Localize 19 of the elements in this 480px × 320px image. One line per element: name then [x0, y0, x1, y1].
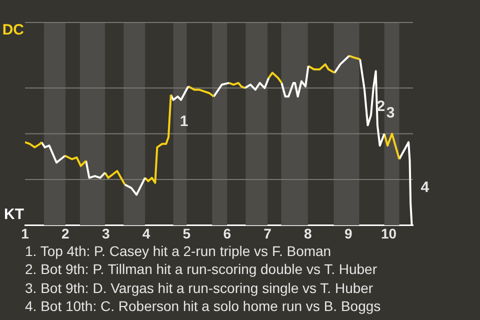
annotation: 3 — [386, 104, 395, 122]
annotation: 1 — [180, 113, 188, 130]
text: 4. Bot 10th: C. Roberson hit a solo home run vs B. Boggs — [25, 296, 381, 316]
x-tick-label: 1 — [21, 225, 30, 242]
x-tick-label: 8 — [304, 225, 312, 242]
text: DC — [2, 22, 24, 39]
x-tick-label: 6 — [223, 225, 232, 242]
x-tick-label: 10 — [380, 225, 397, 242]
x-tick-label: 2 — [62, 225, 70, 242]
x-tick-label: 3 — [102, 225, 110, 242]
x-tick-label: 5 — [182, 225, 191, 242]
text: KT — [4, 206, 24, 223]
text: 2. Bot 9th: P. Tillman hit a run-scoring double vs T. Huber — [25, 260, 378, 279]
x-tick-label: 7 — [264, 225, 272, 242]
x-tick-label: 9 — [344, 225, 352, 242]
x-tick-label: 4 — [142, 225, 150, 242]
text: 3. Bot 9th: D. Vargas hit a run-scoring single vs T. Huber — [25, 278, 374, 297]
text: 1. Top 4th: P. Casey hit a 2-run triple vs F. Boman — [25, 242, 332, 260]
annotation: 4 — [420, 179, 430, 196]
